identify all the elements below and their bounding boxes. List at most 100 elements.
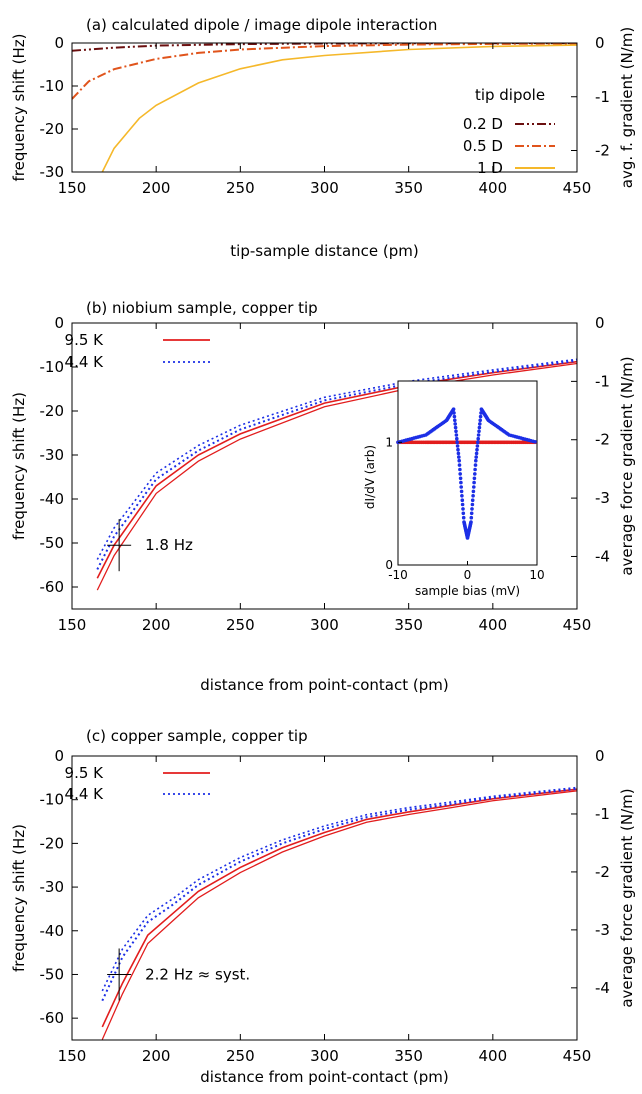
series-line-0 (72, 43, 577, 52)
inset-y-tick-label: 0 (385, 558, 393, 572)
inset-point-1 (451, 407, 456, 412)
inset-point-1 (472, 485, 476, 489)
y-tick-label: -20 (40, 834, 65, 852)
inset-point-1 (458, 472, 463, 476)
inset-point-1 (461, 515, 466, 520)
x-tick-label: 450 (563, 179, 592, 197)
y2-tick-label: -1 (595, 805, 610, 823)
y-tick-label: -20 (40, 402, 65, 420)
y2-axis-label: avg. f. gradient (N/m) (618, 27, 636, 188)
y-tick-label: -40 (40, 490, 65, 508)
x-tick-label: 150 (58, 179, 87, 197)
y2-tick-label: -4 (595, 979, 610, 997)
x-tick-label: 350 (394, 179, 423, 197)
inset-point-1 (473, 467, 477, 472)
inset-point-1 (477, 425, 482, 430)
inset-point-1 (457, 463, 462, 467)
y-tick-label: -10 (40, 358, 65, 376)
inset-point-1 (474, 458, 478, 463)
x-tick-label: 350 (394, 1047, 423, 1065)
x-tick-label: 300 (310, 616, 339, 634)
y2-axis-label: average force gradient (N/m) (618, 788, 636, 1007)
inset-point-1 (469, 515, 474, 520)
series-line-0 (101, 788, 577, 1028)
legend-label: 9.5 K (65, 331, 105, 349)
y-axis-label: frequency shift (Hz) (10, 392, 28, 540)
inset-point-1 (461, 507, 465, 511)
inset-point-1 (460, 502, 465, 507)
x-tick-label: 400 (479, 179, 508, 197)
legend-title: tip dipole (475, 86, 545, 104)
inset-point-1 (469, 520, 473, 524)
inset-point-1 (474, 451, 479, 456)
inset-point-1 (460, 494, 464, 498)
y-tick-label: 0 (54, 314, 64, 332)
inset-point-1 (459, 485, 464, 489)
y2-axis-label: average force gradient (N/m) (618, 356, 636, 575)
legend-label: 0.2 D (463, 115, 503, 133)
series-envelope-1 (96, 358, 577, 560)
y2-tick-label: -2 (595, 863, 610, 881)
inset-point-1 (476, 440, 480, 445)
y2-tick-label: -3 (595, 489, 610, 507)
series-line-1 (101, 787, 577, 1002)
inset-point-1 (455, 440, 460, 445)
inset-point-1 (459, 480, 463, 485)
inset-point-1 (453, 422, 458, 426)
inset-point-1 (472, 480, 476, 485)
x-tick-label: 300 (310, 1047, 339, 1065)
inset-point-1 (458, 476, 463, 481)
inset-point-1 (475, 447, 479, 452)
inset-point-1 (457, 455, 461, 459)
series-envelope-1 (101, 786, 577, 992)
y2-tick-label: 0 (595, 34, 605, 52)
x-tick-label: 200 (142, 179, 171, 197)
y-tick-label: -50 (40, 965, 65, 983)
x-tick-label: 150 (58, 616, 87, 634)
legend-label: 9.5 K (65, 764, 105, 782)
chart-title: (b) niobium sample, copper tip (86, 299, 318, 317)
inset-point-1 (471, 489, 476, 494)
inset-point-1 (452, 411, 456, 415)
chart-title: (c) copper sample, copper tip (86, 727, 308, 745)
inset-x-tick-label: 10 (529, 568, 544, 582)
inset-x-tick-label: 0 (464, 568, 472, 582)
y2-tick-label: -1 (595, 372, 610, 390)
annotation-label: 1.8 Hz (145, 536, 193, 554)
legend-label: 0.5 D (463, 137, 503, 155)
y2-tick-label: 0 (595, 747, 605, 765)
x-tick-label: 250 (226, 179, 255, 197)
panel-a: 150 200 250 300 350 400 450 0 -10 -20 -30 0 -1 -2 (a) … (10, 16, 636, 260)
y2-tick-label: -2 (595, 142, 610, 160)
chart-title: (a) calculated dipole / image dipole int… (86, 16, 437, 34)
inset-point-1 (454, 433, 459, 437)
inset-point-1 (453, 425, 458, 430)
inset-point-1 (457, 458, 462, 463)
inset-x-label: sample bias (mV) (415, 584, 520, 598)
inset-point-1 (476, 433, 481, 437)
inset-point-1 (476, 436, 481, 441)
legend-label: 4.4 K (65, 785, 105, 803)
y-tick-label: -60 (40, 1009, 65, 1027)
inset-point-1 (478, 414, 483, 419)
series-line-0 (96, 360, 577, 579)
x-tick-label: 450 (563, 1047, 592, 1065)
y2-tick-label: -1 (595, 88, 610, 106)
x-tick-label: 450 (563, 616, 592, 634)
inset-point-1 (452, 414, 457, 419)
inset-point-1 (472, 476, 477, 481)
inset-point-1 (471, 494, 475, 498)
inset-point-1 (533, 440, 537, 444)
panel-b: 150 200 250 300 350 400 4500-10-20-30-40-50-60… (10, 299, 636, 694)
inset-point-1 (470, 502, 475, 507)
x-tick-label: 250 (226, 1047, 255, 1065)
legend-label: 4.4 K (65, 353, 105, 371)
inset-point-1 (454, 429, 458, 434)
y-tick-label: -10 (40, 77, 65, 95)
inset-point-1 (458, 467, 462, 472)
panel-c: 150 200 250 300 350 400 4500-10-20-30-40-50-60… (10, 727, 636, 1086)
x-tick-label: 350 (394, 616, 423, 634)
inset-point-1 (473, 472, 477, 476)
series-line-2 (101, 44, 577, 172)
